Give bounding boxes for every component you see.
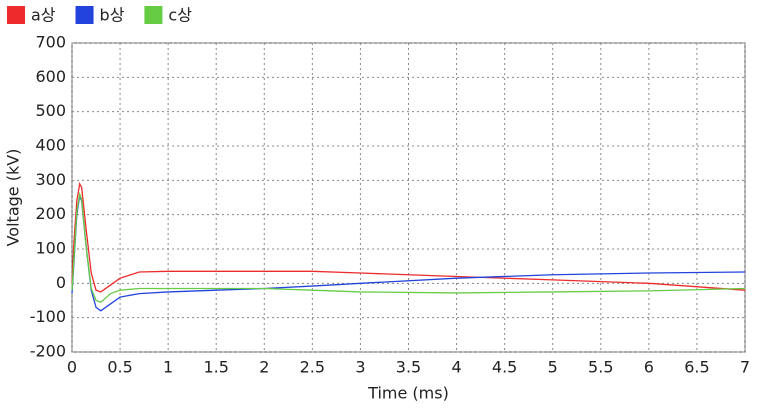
x-tick-label: 3.5 — [396, 358, 421, 377]
x-axis-label: Time (ms) — [367, 384, 449, 403]
y-tick-label: 700 — [35, 33, 66, 52]
x-tick-label: 6 — [644, 358, 654, 377]
y-tick-label: 600 — [35, 67, 66, 86]
x-tick-label: 0 — [67, 358, 77, 377]
legend-swatch — [75, 6, 94, 24]
legend-label: b상 — [100, 6, 125, 25]
x-tick-label: 6.5 — [684, 358, 709, 377]
series-line — [71, 191, 746, 303]
legend-swatch — [7, 6, 25, 24]
y-tick-label: 200 — [35, 204, 66, 223]
x-tick-label: 1 — [163, 358, 173, 377]
x-tick-label: 2.5 — [300, 358, 325, 377]
series-line — [71, 181, 746, 293]
y-tick-label: -100 — [30, 307, 66, 326]
x-tick-label: 0.5 — [107, 358, 132, 377]
y-tick-label: -200 — [30, 342, 66, 361]
x-tick-label: 4 — [451, 358, 461, 377]
x-tick-label: 7 — [740, 358, 750, 377]
x-tick-label: 1.5 — [203, 358, 228, 377]
y-axis-label: Voltage (kV) — [4, 149, 23, 247]
x-tick-label: 5 — [548, 358, 558, 377]
x-tick-label: 5.5 — [588, 358, 613, 377]
legend-swatch — [144, 6, 163, 24]
y-tick-label: 400 — [35, 136, 66, 155]
x-tick-label: 3 — [355, 358, 365, 377]
y-tick-label: 500 — [35, 101, 66, 120]
legend-label: c상 — [168, 6, 192, 25]
y-tick-label: 100 — [35, 239, 66, 258]
y-tick-label: 300 — [35, 170, 66, 189]
legend-label: a상 — [31, 6, 56, 25]
x-tick-label: 4.5 — [492, 358, 517, 377]
x-tick-label: 2 — [259, 358, 269, 377]
y-tick-label: 0 — [56, 273, 66, 292]
